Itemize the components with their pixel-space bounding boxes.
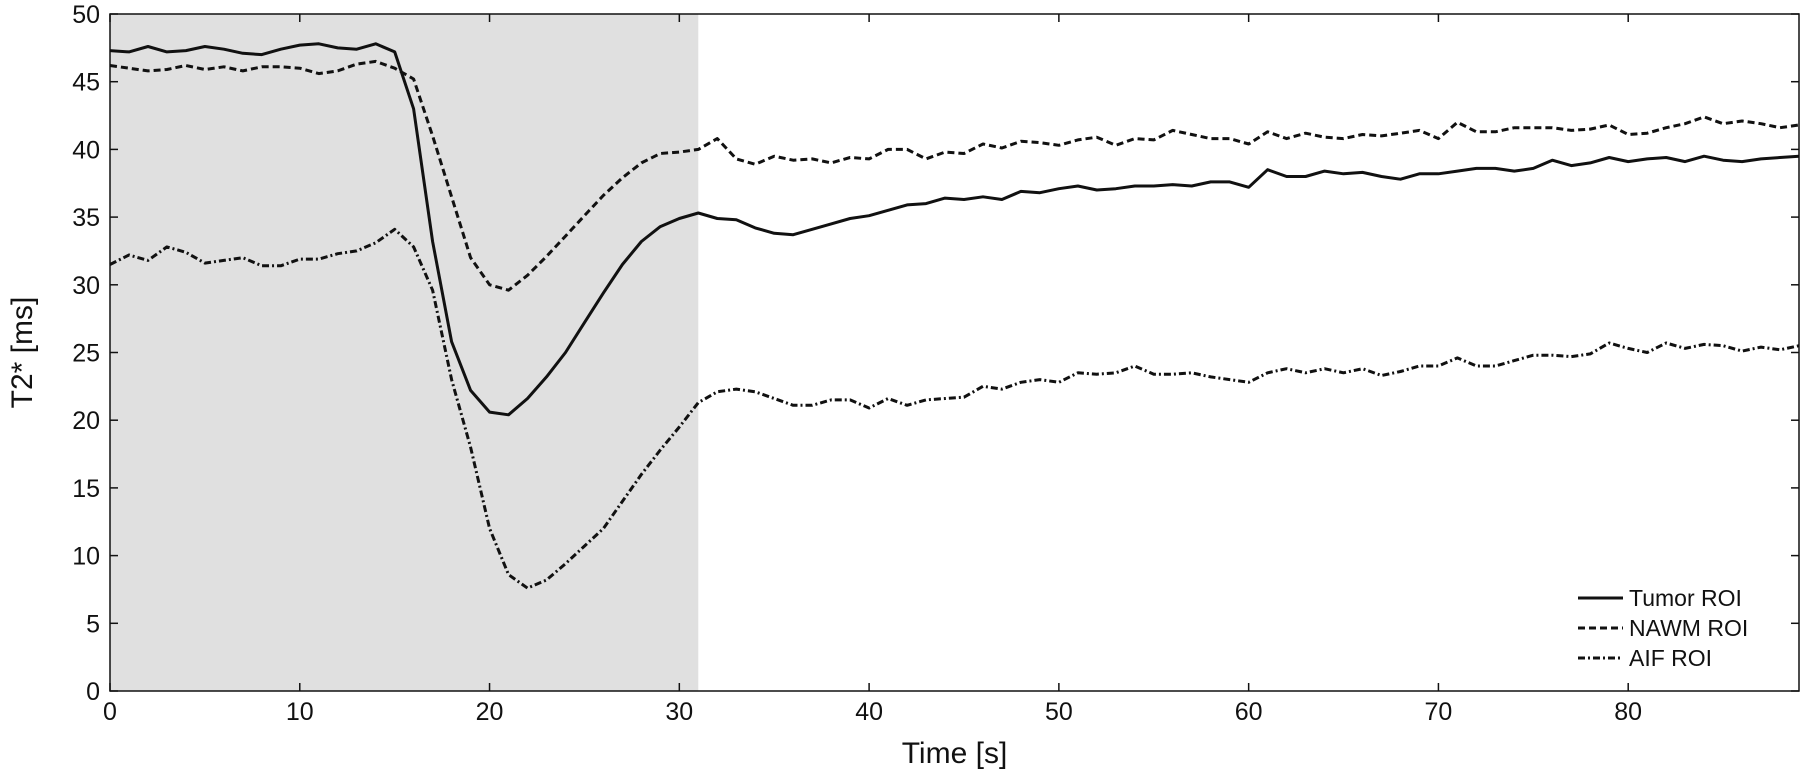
legend-label: NAWM ROI [1629,615,1748,641]
x-tick-label: 10 [286,698,314,726]
series-line-aif-roi [109,227,1800,590]
x-tick-label: 80 [1614,698,1642,726]
y-tick-label: 15 [72,475,100,503]
x-tick-label: 0 [103,698,117,726]
x-tick-label: 40 [855,698,883,726]
x-tick-label: 70 [1425,698,1453,726]
y-axis-label: T2* [ms] [6,297,39,409]
y-tick-label: 10 [72,543,100,571]
legend: Tumor ROI NAWM ROI AIF ROI [1578,585,1748,671]
legend-label: AIF ROI [1629,645,1712,671]
y-tick-label: 45 [72,69,100,97]
y-tick-label: 20 [72,407,100,435]
x-axis-label: Time [s] [902,737,1008,769]
y-tick-label: 25 [72,340,100,368]
x-tick-label: 60 [1235,698,1263,726]
x-tick-label: 30 [665,698,693,726]
y-tick-label: 40 [72,136,100,164]
x-axis-ticks: 0 10 20 30 40 50 60 70 80 [103,14,1642,726]
y-tick-label: 50 [72,1,100,29]
series-line-tumor-roi [109,42,1800,417]
x-tick-label: 50 [1045,698,1073,726]
series-line-nawm-roi [109,59,1800,292]
y-tick-label: 5 [86,610,100,638]
y-tick-label: 0 [86,678,100,706]
legend-label: Tumor ROI [1629,585,1742,611]
series-layer [109,42,1800,590]
x-tick-label: 20 [476,698,504,726]
y-axis-ticks: 0 5 10 15 20 25 30 35 40 45 50 [72,1,1799,706]
y-tick-label: 35 [72,204,100,232]
y-tick-label: 30 [72,272,100,300]
shaded-region [110,14,699,691]
